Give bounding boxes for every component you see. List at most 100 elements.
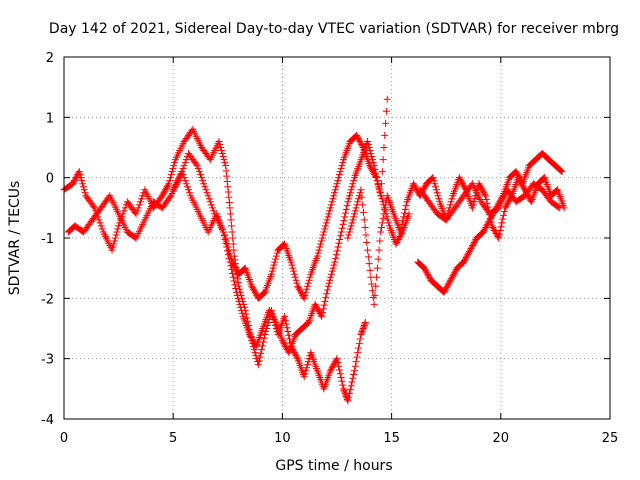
data-point	[359, 208, 367, 216]
data-point	[290, 267, 298, 275]
data-point	[412, 184, 420, 192]
data-point	[326, 367, 334, 375]
data-point	[471, 237, 479, 245]
data-point	[198, 174, 206, 182]
data-point	[353, 131, 361, 139]
data-point	[70, 178, 78, 186]
data-point	[503, 201, 511, 209]
data-point	[398, 229, 406, 237]
data-point	[470, 239, 478, 247]
data-point	[368, 156, 376, 164]
data-point	[486, 216, 494, 224]
data-point	[421, 183, 429, 191]
data-point	[556, 204, 564, 212]
data-point	[369, 168, 377, 176]
data-point	[109, 243, 117, 251]
data-point	[133, 207, 141, 215]
data-point	[266, 308, 274, 316]
data-point	[394, 237, 402, 245]
data-point	[420, 184, 428, 192]
data-point	[468, 204, 476, 212]
y-tick-label: 2	[46, 51, 54, 66]
data-point	[233, 291, 241, 299]
data-point	[360, 323, 368, 331]
data-point	[331, 189, 339, 197]
data-point	[337, 232, 345, 240]
data-point	[480, 226, 488, 234]
data-point	[365, 144, 373, 151]
data-point	[470, 198, 478, 206]
data-point	[183, 183, 191, 191]
data-point	[273, 249, 281, 257]
data-point	[316, 243, 324, 251]
data-point	[410, 181, 418, 189]
data-point	[346, 228, 354, 236]
data-point	[504, 199, 512, 207]
data-point	[223, 177, 231, 185]
data-point	[445, 279, 453, 287]
x-tick-label: 15	[383, 431, 400, 446]
data-point	[482, 223, 490, 231]
data-point	[298, 290, 306, 298]
data-point	[285, 331, 293, 339]
data-point	[304, 319, 312, 327]
data-point	[515, 172, 523, 180]
data-point	[271, 317, 279, 325]
data-point	[236, 300, 244, 308]
data-point	[315, 246, 323, 254]
data-point	[457, 177, 465, 185]
data-point	[460, 258, 468, 266]
data-point	[313, 252, 321, 260]
data-point	[322, 219, 330, 227]
data-point	[392, 240, 400, 248]
data-point	[497, 223, 505, 231]
data-point	[354, 134, 362, 142]
data-point	[468, 243, 476, 251]
data-point	[346, 386, 354, 394]
data-point	[446, 201, 454, 209]
data-point	[350, 177, 358, 185]
data-point	[282, 343, 290, 351]
data-point	[163, 183, 171, 191]
data-point	[368, 280, 376, 288]
data-point	[383, 213, 391, 221]
data-point	[343, 202, 351, 210]
data-point	[332, 251, 340, 259]
data-point	[192, 160, 200, 168]
data-point	[169, 165, 177, 173]
data-point	[326, 204, 334, 212]
data-point	[322, 294, 330, 302]
data-point	[440, 288, 448, 296]
data-point	[332, 183, 340, 191]
data-point	[504, 198, 512, 206]
data-point	[230, 261, 238, 269]
x-tick-label: 5	[169, 431, 177, 446]
data-point	[231, 263, 239, 271]
data-point	[335, 171, 343, 179]
data-point	[215, 137, 223, 145]
data-point	[488, 213, 496, 221]
data-point	[98, 225, 106, 233]
data-point	[247, 334, 255, 342]
data-point	[444, 281, 452, 289]
data-point	[225, 193, 233, 201]
data-point	[168, 168, 176, 176]
data-point	[195, 168, 203, 176]
data-point	[341, 209, 349, 217]
data-point	[182, 156, 190, 164]
data-point	[337, 165, 345, 173]
data-point	[499, 215, 507, 223]
data-point	[311, 300, 319, 308]
data-point	[368, 166, 376, 174]
data-point	[328, 198, 336, 206]
data-point	[323, 290, 331, 298]
data-point	[229, 273, 237, 281]
data-point	[385, 219, 393, 227]
x-tick-label: 10	[274, 431, 291, 446]
data-point	[229, 240, 237, 248]
data-point	[351, 362, 359, 370]
data-point	[350, 213, 358, 221]
data-point	[435, 195, 443, 203]
data-point	[348, 183, 356, 191]
data-point	[401, 205, 409, 213]
